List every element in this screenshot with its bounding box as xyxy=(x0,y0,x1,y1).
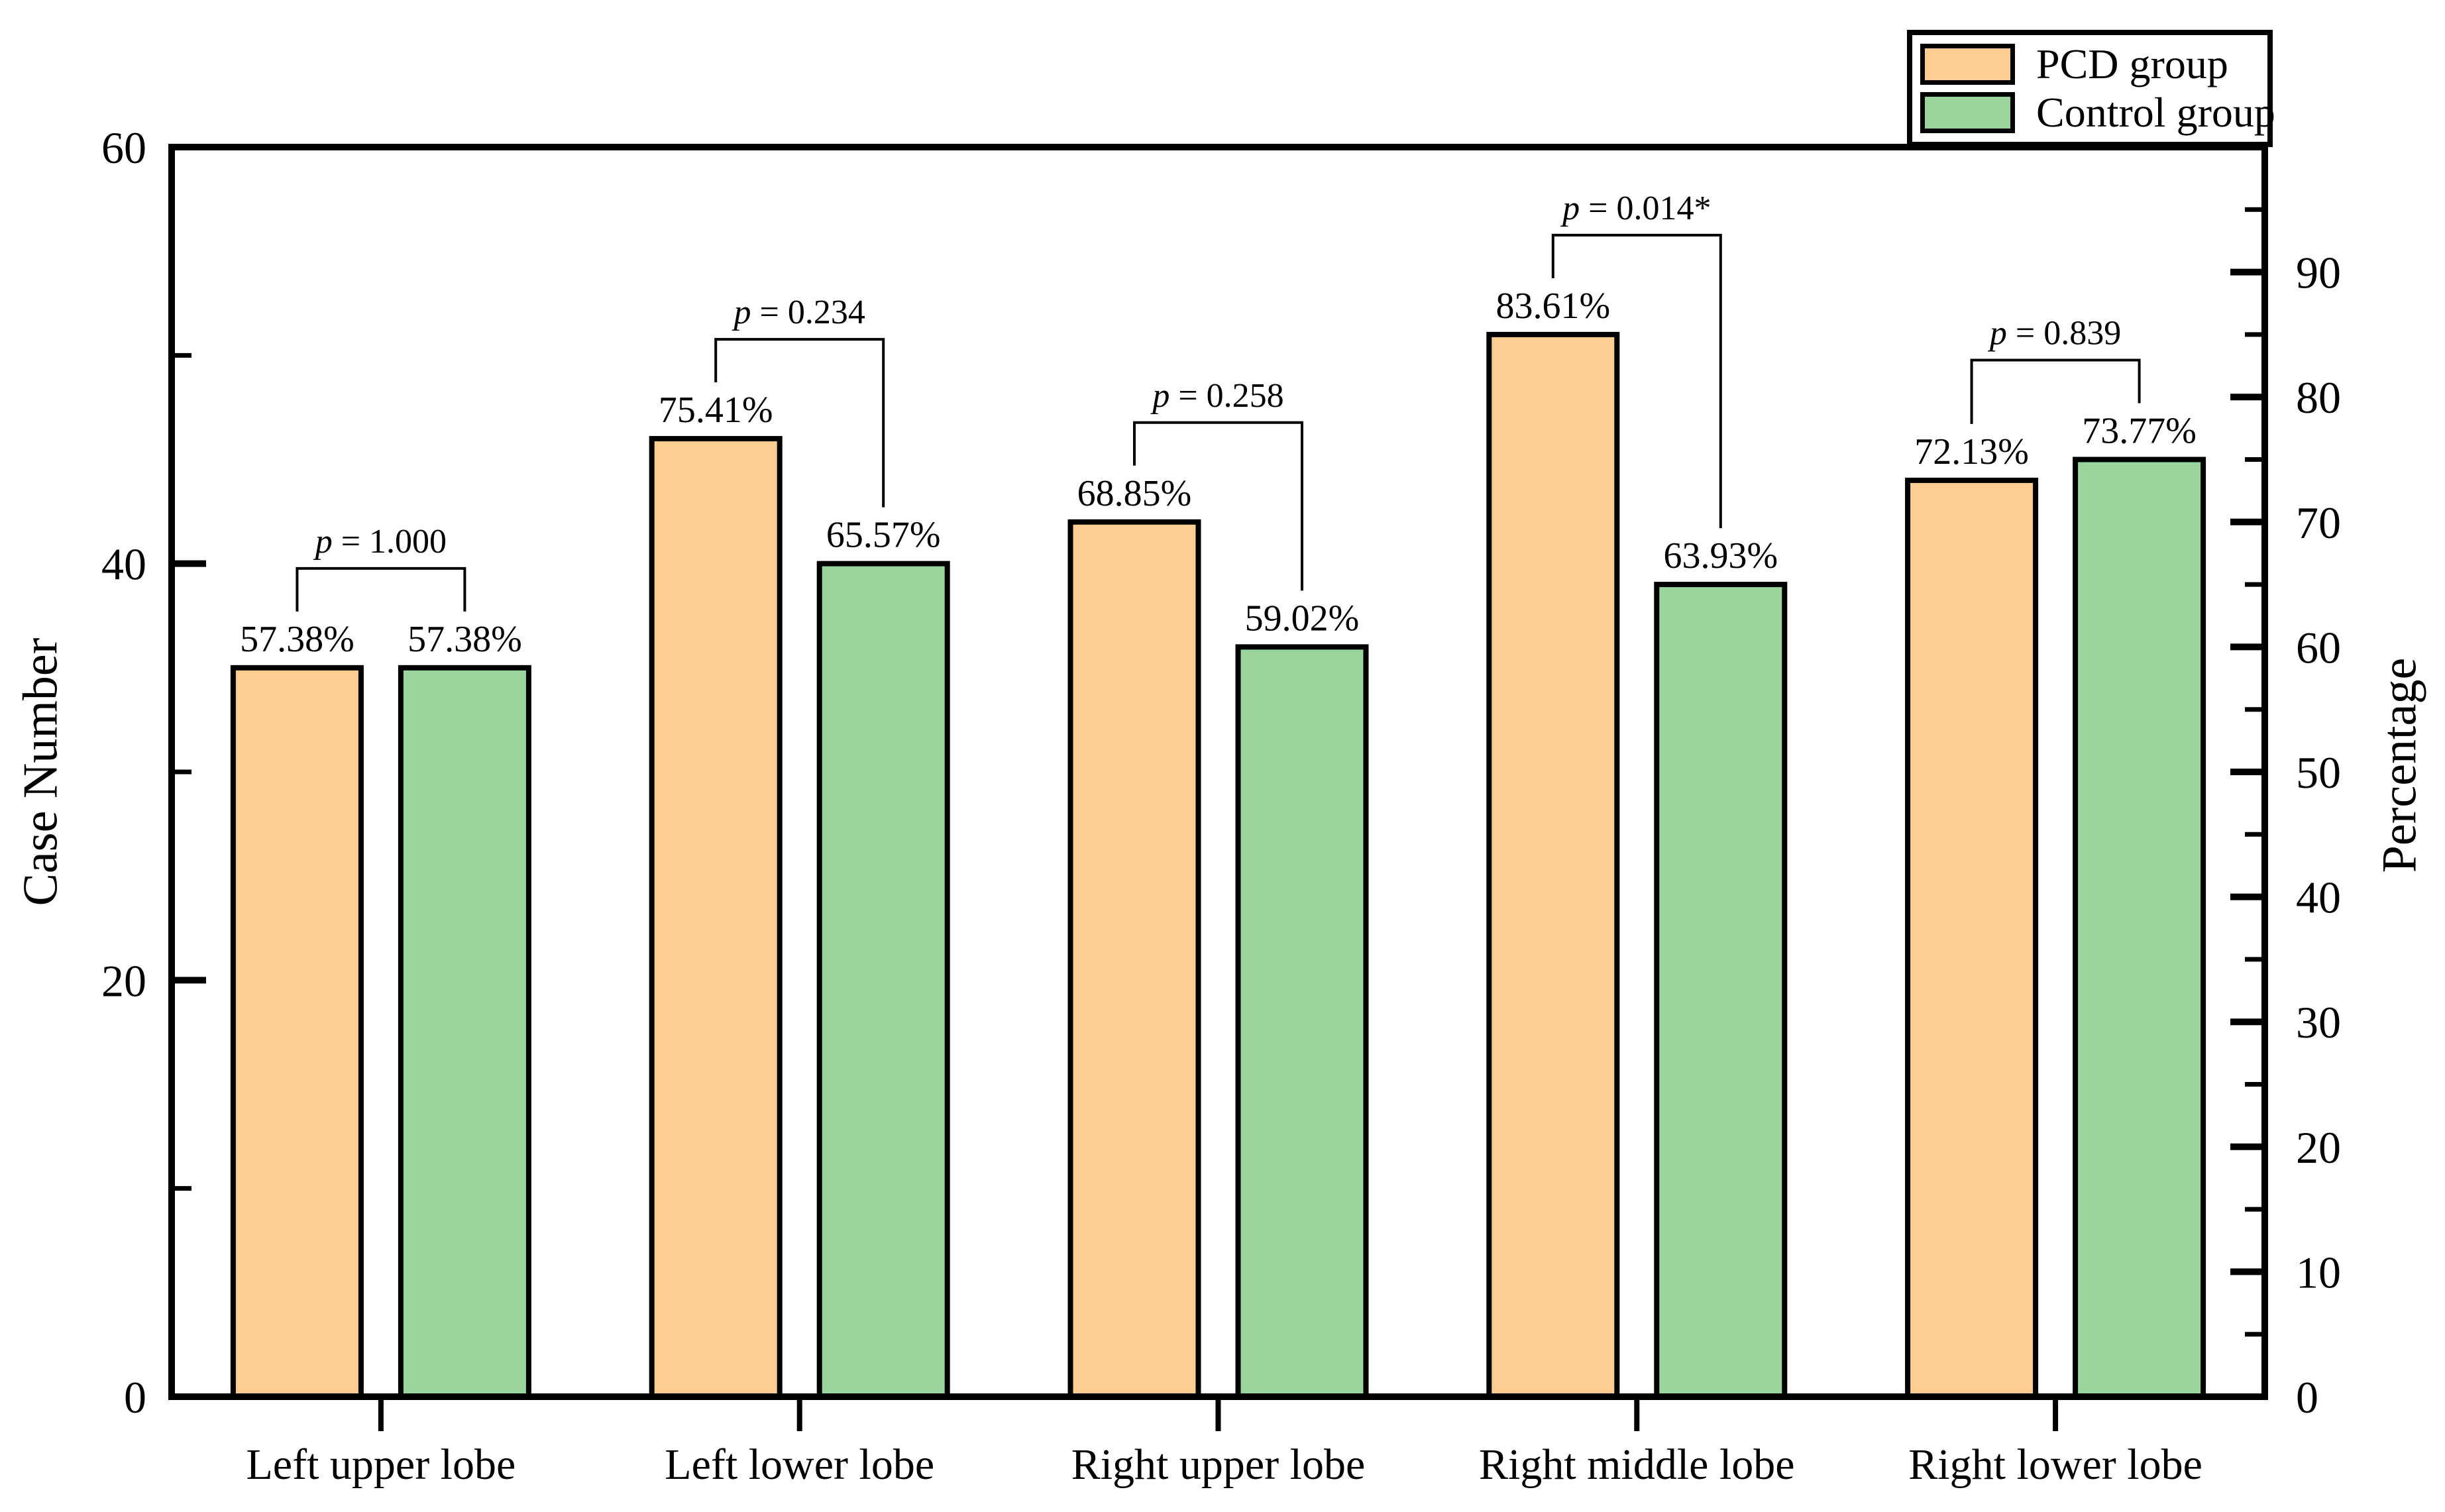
right-axis-tick-label-60: 60 xyxy=(2296,622,2341,673)
right-axis-tick-label-90: 90 xyxy=(2296,248,2341,298)
x-axis-category-label-left-lower-lobe: Left lower lobe xyxy=(665,1440,934,1489)
significance-bracket-right-upper-lobe xyxy=(1133,421,1303,591)
right-axis-tick-label-10: 10 xyxy=(2296,1247,2341,1297)
percent-label-pcd-group-left-upper-lobe: 57.38% xyxy=(240,619,354,660)
bar-control-group-left-upper-lobe xyxy=(398,665,531,1399)
bar-control-group-right-middle-lobe xyxy=(1654,582,1788,1399)
right-axis-tick-label-40: 40 xyxy=(2296,873,2341,923)
right-axis-tick-label-30: 30 xyxy=(2296,997,2341,1048)
legend-entry-control: Control group xyxy=(1920,89,2275,136)
left-axis-tick-label-40: 40 xyxy=(101,539,146,590)
x-axis-category-label-right-upper-lobe: Right upper lobe xyxy=(1071,1440,1366,1489)
left-axis-tick-label-0: 0 xyxy=(124,1372,146,1423)
percent-label-control-group-right-upper-lobe: 59.02% xyxy=(1245,598,1360,639)
bar-pcd-group-left-lower-lobe xyxy=(649,436,783,1399)
percent-label-pcd-group-right-middle-lobe: 83.61% xyxy=(1495,286,1610,327)
significance-bracket-right-lower-lobe xyxy=(1970,358,2141,424)
right-axis-tick-label-70: 70 xyxy=(2296,498,2341,548)
significance-bracket-left-upper-lobe xyxy=(296,567,466,612)
pcd-group-legend-label: PCD group xyxy=(2036,40,2228,87)
bar-control-group-left-lower-lobe xyxy=(816,561,950,1400)
bar-pcd-group-right-lower-lobe xyxy=(1905,477,2039,1399)
x-axis-category-label-right-lower-lobe: Right lower lobe xyxy=(1908,1440,2202,1489)
pcd-group-swatch xyxy=(1920,44,2015,85)
p-value-label-left-lower-lobe: p = 0.234 xyxy=(732,294,865,331)
bar-pcd-group-right-middle-lobe xyxy=(1486,331,1620,1399)
bar-control-group-right-lower-lobe xyxy=(2073,457,2206,1399)
right-axis-tick-label-0: 0 xyxy=(2296,1372,2318,1423)
percent-label-control-group-left-upper-lobe: 57.38% xyxy=(408,619,522,660)
x-axis-category-label-left-upper-lobe: Left upper lobe xyxy=(246,1440,516,1489)
x-axis-category-label-right-middle-lobe: Right middle lobe xyxy=(1479,1440,1795,1489)
left-axis-title: Case Number xyxy=(13,637,68,906)
right-axis-title: Percentage xyxy=(2372,657,2427,873)
p-value-label-right-lower-lobe: p = 0.839 xyxy=(1987,315,2121,352)
percent-label-control-group-right-middle-lobe: 63.93% xyxy=(1663,535,1778,576)
control-group-legend-label: Control group xyxy=(2036,89,2275,136)
control-group-swatch xyxy=(1920,92,2015,133)
bar-control-group-right-upper-lobe xyxy=(1235,644,1369,1399)
percent-label-pcd-group-right-lower-lobe: 72.13% xyxy=(1914,431,2029,472)
left-axis-tick-label-60: 60 xyxy=(101,123,146,173)
significance-bracket-left-lower-lobe xyxy=(714,338,885,508)
right-axis-tick-label-50: 50 xyxy=(2296,747,2341,798)
percent-label-pcd-group-right-upper-lobe: 68.85% xyxy=(1077,473,1192,514)
right-axis-tick-label-80: 80 xyxy=(2296,372,2341,423)
bar-pcd-group-right-upper-lobe xyxy=(1067,519,1201,1399)
percent-label-control-group-left-lower-lobe: 65.57% xyxy=(826,515,941,556)
significance-bracket-right-middle-lobe xyxy=(1551,233,1722,529)
p-value-label-right-middle-lobe: p = 0.014* xyxy=(1560,189,1711,227)
legend: PCD group Control group xyxy=(1907,30,2275,147)
percent-label-pcd-group-left-lower-lobe: 75.41% xyxy=(659,390,773,431)
p-value-label-left-upper-lobe: p = 1.000 xyxy=(313,523,447,561)
bar-pcd-group-left-upper-lobe xyxy=(230,665,364,1399)
p-value-label-right-upper-lobe: p = 0.258 xyxy=(1150,377,1283,415)
percent-label-control-group-right-lower-lobe: 73.77% xyxy=(2082,411,2197,452)
right-axis-tick-label-20: 20 xyxy=(2296,1122,2341,1173)
left-axis-tick-label-20: 20 xyxy=(101,955,146,1006)
legend-entry-pcd: PCD group xyxy=(1920,41,2261,87)
